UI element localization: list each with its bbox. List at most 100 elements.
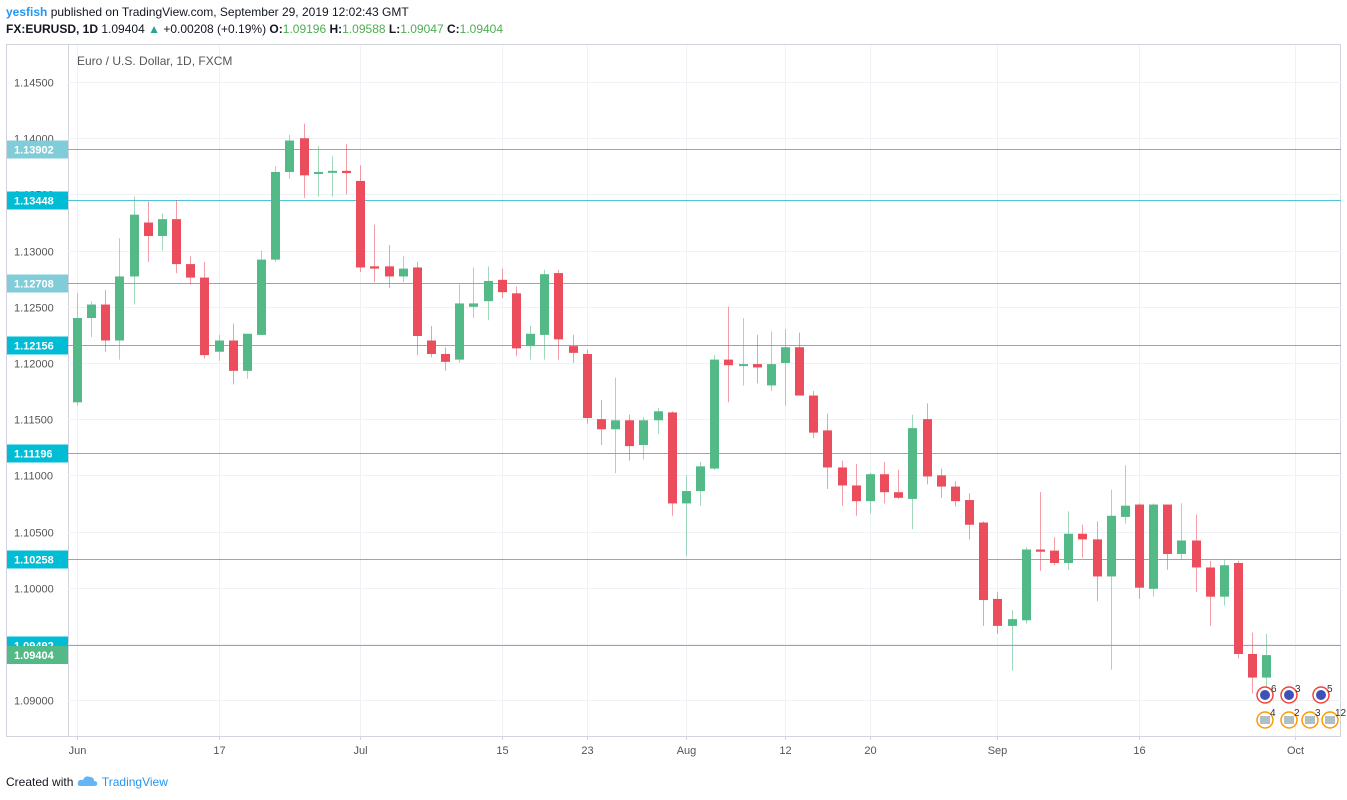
level-label-badge (7, 550, 68, 569)
candle-body (809, 395, 818, 433)
candle (1064, 511, 1073, 570)
candle-body (583, 353, 592, 419)
event-calendar-icon: 5 (1312, 684, 1333, 704)
candle (1008, 610, 1017, 671)
candle (186, 256, 195, 285)
candle (385, 244, 394, 288)
candle (285, 134, 294, 179)
candle-body (271, 171, 280, 260)
candle (441, 347, 450, 371)
event-count: 4 (1270, 708, 1276, 719)
candle (809, 391, 818, 439)
event-count: 2 (1294, 708, 1300, 719)
candle (1177, 503, 1186, 560)
candle (668, 411, 677, 516)
candle-body (512, 293, 521, 349)
candle-body (158, 219, 167, 237)
candle-body (852, 485, 861, 502)
candle-body (767, 364, 776, 386)
candle-body (880, 474, 889, 493)
candle-body (342, 170, 351, 174)
economic-events[interactable]: 6 3 5 4 2 3 12 (1256, 684, 1347, 729)
candle (654, 407, 663, 434)
candle (1234, 560, 1243, 659)
candle-body (356, 180, 365, 268)
time-tick-label: Aug (677, 745, 697, 757)
time-tick-label: Jun (69, 745, 87, 757)
candle-body (73, 318, 82, 403)
candle-body (328, 170, 337, 173)
candle-body (484, 280, 493, 302)
candle-body (1107, 515, 1116, 577)
time-tick-label: 23 (581, 745, 593, 757)
candle (554, 269, 563, 360)
tradingview-cloud-icon (77, 776, 97, 786)
up-arrow-icon: ▲ (148, 22, 160, 36)
flag-icon (1305, 716, 1315, 724)
candle-body (300, 138, 309, 176)
chart-title: Euro / U.S. Dollar, 1D, FXCM (77, 54, 232, 68)
horizontal-levels[interactable] (68, 149, 1341, 646)
author-name[interactable]: yesfish (6, 5, 48, 19)
last-price-badge-label: 1.09404 (14, 650, 55, 662)
publish-info: yesfish published on TradingView.com, Se… (6, 5, 409, 19)
flag-icon (1284, 690, 1294, 700)
price-tick-label: 1.11000 (14, 471, 53, 483)
time-tick-label: Jul (353, 745, 367, 757)
candle (512, 286, 521, 357)
candle-body (200, 277, 209, 356)
candle-body (838, 467, 847, 486)
candle-body (1135, 504, 1144, 588)
candle (172, 200, 181, 274)
candle (73, 293, 82, 406)
open-value: 1.09196 (282, 22, 327, 36)
chart-frame (6, 44, 1341, 737)
candle-body (951, 486, 960, 502)
candle (767, 331, 776, 392)
candle (399, 256, 408, 283)
candle (498, 268, 507, 298)
candle-body (554, 273, 563, 340)
event-count: 3 (1315, 708, 1321, 719)
candle (215, 334, 224, 361)
candle-body (469, 303, 478, 307)
flag-icon (1260, 690, 1270, 700)
candle-body (1121, 505, 1130, 517)
candle-body (682, 491, 691, 504)
candle-body (569, 346, 578, 353)
candle (130, 196, 139, 305)
candle-body (753, 364, 762, 368)
low-label: L: (388, 22, 401, 36)
candle (1050, 537, 1059, 566)
candle-body (144, 222, 153, 237)
time-tick-label: Oct (1287, 745, 1304, 757)
candle-body (498, 279, 507, 293)
candle-body (540, 274, 549, 335)
time-tick-label: 12 (779, 745, 791, 757)
candle (625, 414, 634, 461)
price-tick-label: 1.11500 (14, 415, 53, 427)
candle (115, 238, 124, 360)
candle (1121, 465, 1130, 524)
candle-body (1177, 540, 1186, 554)
candle-body (1036, 549, 1045, 552)
candle (1135, 503, 1144, 599)
candle (455, 284, 464, 363)
price-tick-label: 1.12500 (14, 303, 54, 315)
candle-body (654, 411, 663, 421)
candle (1220, 559, 1229, 606)
candle-body (87, 304, 96, 319)
candle (271, 166, 280, 262)
level-label-badge (7, 191, 68, 210)
candle (356, 165, 365, 272)
candle (894, 469, 903, 499)
tradingview-logo-text[interactable]: TradingView (101, 775, 168, 789)
candle-body (739, 364, 748, 367)
candle (852, 464, 861, 516)
candle-body (427, 340, 436, 354)
candle-body (894, 492, 903, 498)
candle-body (1078, 533, 1087, 540)
candle (739, 318, 748, 386)
candle-body (399, 268, 408, 277)
